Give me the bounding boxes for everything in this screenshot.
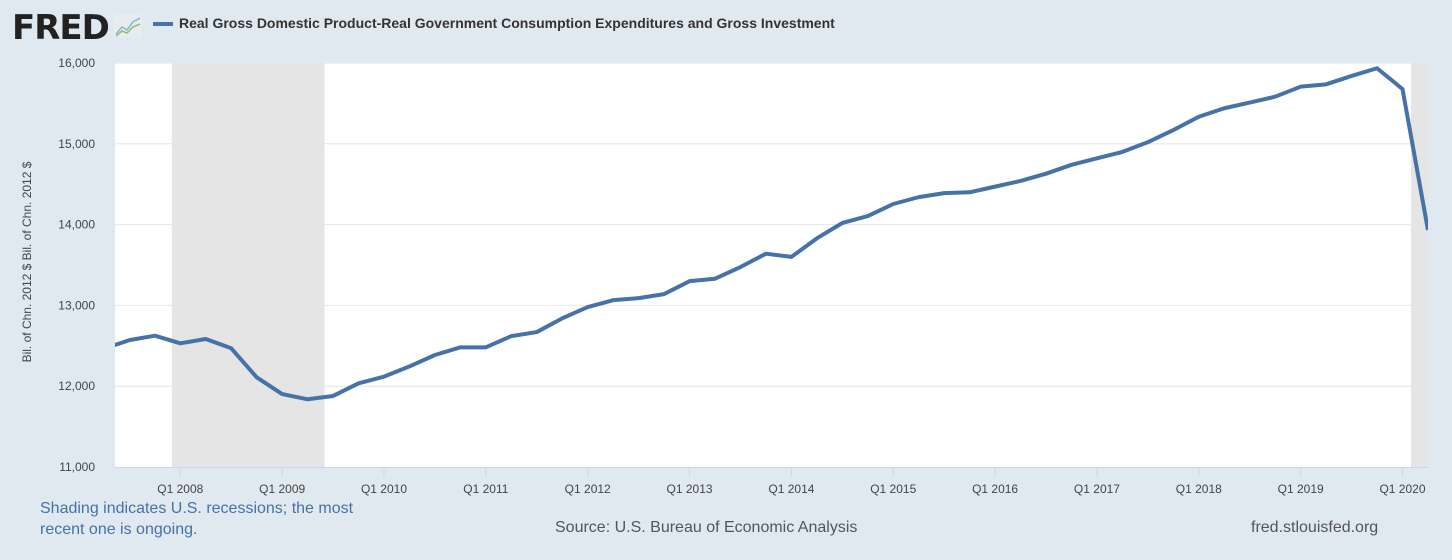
series-line <box>115 66 1428 402</box>
x-tick-label: Q1 2017 <box>1074 482 1120 496</box>
data-point <box>306 397 310 401</box>
data-point <box>1146 140 1150 144</box>
x-tick-label: Q1 2016 <box>972 482 1018 496</box>
data-point <box>1350 74 1354 78</box>
x-tick-label: Q1 2011 <box>463 482 508 496</box>
data-point <box>586 305 590 309</box>
x-tick-label: Q1 2013 <box>667 482 713 496</box>
x-tick-label: Q1 2019 <box>1278 482 1324 496</box>
x-tick-label: Q1 2008 <box>157 482 203 496</box>
x-tick-label: Q1 2010 <box>361 482 407 496</box>
data-point <box>357 381 361 385</box>
data-point <box>153 334 157 338</box>
data-point <box>662 292 666 296</box>
y-tick-label: 15,000 <box>58 137 95 151</box>
data-point <box>1375 66 1379 70</box>
y-tick-label: 16,000 <box>58 56 95 70</box>
data-point <box>1248 101 1252 105</box>
data-point <box>458 345 462 349</box>
data-point <box>560 316 564 320</box>
data-point <box>968 190 972 194</box>
data-point <box>535 330 539 334</box>
x-tick-label: Q1 2014 <box>768 482 814 496</box>
data-point <box>433 353 437 357</box>
data-point <box>1171 128 1175 132</box>
data-point <box>942 191 946 195</box>
data-point <box>204 337 208 341</box>
recession-note: Shading indicates U.S. recessions; the m… <box>40 500 354 538</box>
y-tick-label: 11,000 <box>59 460 95 474</box>
x-tick-label: Q1 2012 <box>565 482 611 496</box>
data-point <box>1019 179 1023 183</box>
data-point <box>1222 106 1226 110</box>
data-point <box>1324 82 1328 86</box>
data-point <box>1197 115 1201 119</box>
x-tick-label: Q1 2009 <box>259 482 305 496</box>
data-point <box>815 236 819 240</box>
data-point <box>509 334 513 338</box>
data-point <box>280 392 284 396</box>
data-point <box>1044 172 1048 176</box>
source-text: Source: U.S. Bureau of Economic Analysis <box>555 519 858 536</box>
data-point <box>738 265 742 269</box>
legend-swatch <box>153 22 173 26</box>
data-point <box>1426 228 1430 232</box>
data-point <box>407 364 411 368</box>
data-point <box>637 296 641 300</box>
recession-shade <box>171 63 325 467</box>
y-tick-label: 14,000 <box>58 218 95 232</box>
data-point <box>484 345 488 349</box>
fred-graph-icon <box>114 14 142 38</box>
data-point <box>891 202 895 206</box>
site-link[interactable]: fred.stlouisfed.org <box>1251 519 1379 536</box>
data-point <box>1299 85 1303 89</box>
data-point <box>127 338 131 342</box>
x-tick-label: Q1 2015 <box>870 482 916 496</box>
y-tick-label: 13,000 <box>58 298 95 312</box>
data-point <box>764 252 768 256</box>
recession-shade <box>1410 63 1428 467</box>
data-point <box>840 221 844 225</box>
data-point <box>1069 163 1073 167</box>
data-point <box>1120 150 1124 154</box>
data-point <box>789 255 793 259</box>
data-point <box>866 214 870 218</box>
data-point <box>178 341 182 345</box>
data-point <box>229 346 233 350</box>
data-point <box>331 394 335 398</box>
data-point <box>382 375 386 379</box>
data-point <box>1273 95 1277 99</box>
data-point <box>611 298 615 302</box>
data-point <box>993 185 997 189</box>
data-point <box>255 375 259 379</box>
legend-label: Real Gross Domestic Product-Real Governm… <box>179 15 835 31</box>
plot-area <box>115 63 1428 467</box>
x-tick-label: Q1 2020 <box>1379 482 1425 496</box>
data-point <box>917 195 921 199</box>
y-tick-label: 12,000 <box>58 379 95 393</box>
data-point <box>688 279 692 283</box>
x-tick-label: Q1 2018 <box>1176 482 1222 496</box>
data-point <box>713 277 717 281</box>
data-point <box>1401 87 1405 91</box>
data-point <box>1095 156 1099 160</box>
fred-logo[interactable]: FRED <box>12 8 110 48</box>
